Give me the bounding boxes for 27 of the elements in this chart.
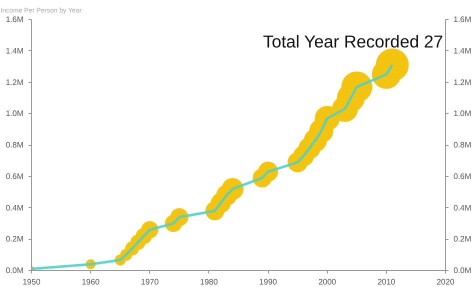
y-tick-label: 1.0M	[6, 109, 24, 118]
x-tick-label: 1980	[200, 278, 218, 286]
y-tick-label: 0.8M	[6, 140, 24, 150]
y2-tick-label: 1.0M	[454, 109, 472, 118]
y-tick-label: 0.0M	[6, 266, 24, 275]
y2-tick-label: 1.6M	[454, 15, 472, 24]
y2-tick-label: 0.0M	[454, 266, 472, 275]
y2-tick-label: 0.6M	[454, 172, 472, 181]
x-tick-label: 2000	[318, 278, 337, 286]
text: Total Year Recorded 27	[263, 32, 444, 52]
y2-tick-label: 0.8M	[454, 140, 472, 150]
x-tick-label: 1960	[82, 278, 100, 286]
x-tick-label: 2020	[436, 278, 455, 286]
y-tick-label: 0.2M	[6, 234, 24, 244]
x-tick-label: 1990	[259, 278, 278, 286]
y2-tick-label: 1.2M	[454, 78, 472, 87]
y-tick-label: 0.4M	[6, 203, 24, 212]
x-tick-label: 2010	[377, 278, 396, 286]
y-tick-label: 1.4M	[6, 46, 24, 56]
y-tick-label: 1.6M	[6, 15, 24, 24]
y2-tick-label: 1.4M	[454, 46, 472, 56]
x-tick-label: 1970	[140, 278, 160, 286]
y2-tick-label: 0.4M	[454, 203, 472, 212]
y-tick-label: 0.6M	[6, 172, 24, 181]
y-tick-label: 1.2M	[6, 78, 24, 87]
x-tick-label: 1950	[22, 278, 41, 286]
y2-tick-label: 0.2M	[454, 234, 472, 244]
